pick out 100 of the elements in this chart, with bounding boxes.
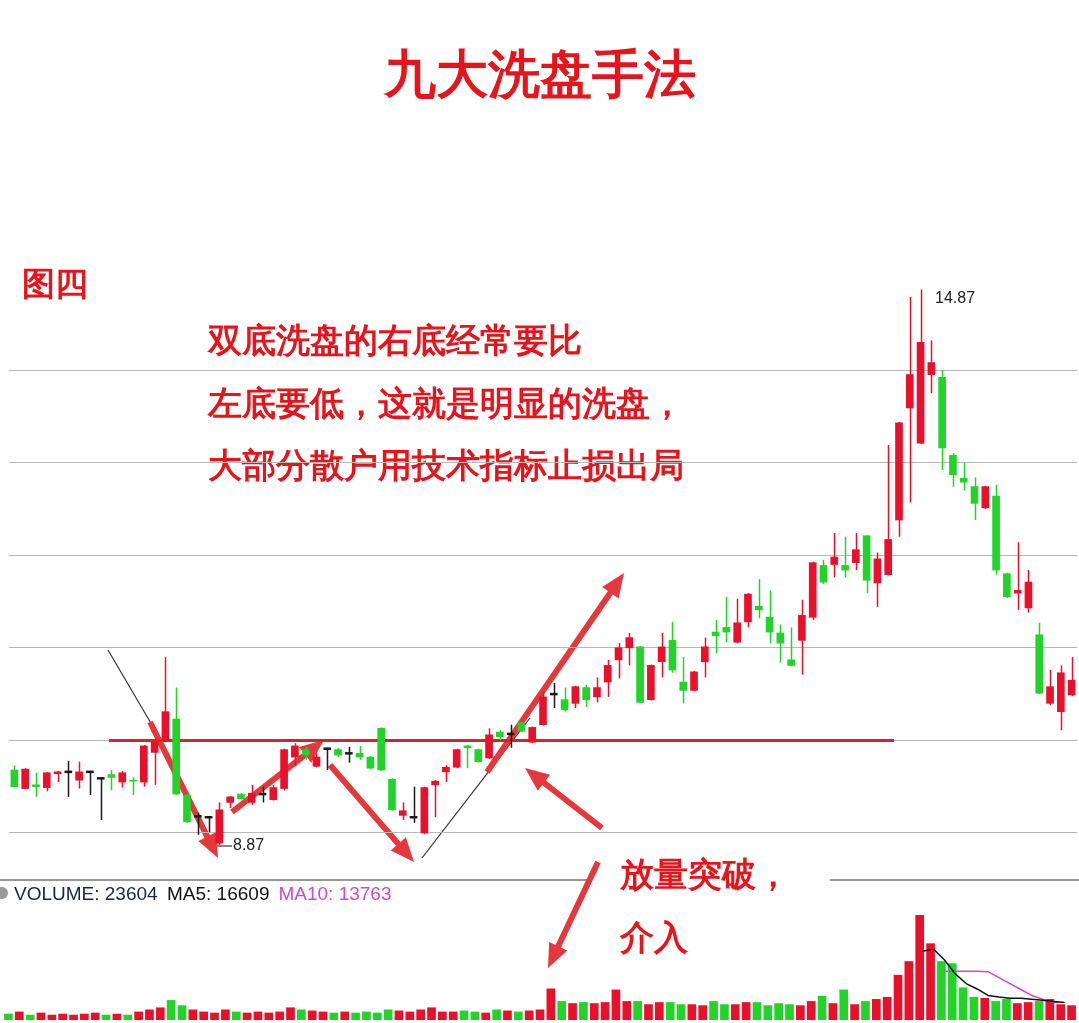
bar: [47, 1014, 57, 1020]
annotation: 14.87: [935, 289, 976, 307]
candlestick: [32, 772, 40, 798]
candlestick: [625, 632, 634, 667]
bar: [221, 1009, 230, 1020]
bar: [1002, 999, 1011, 1020]
bar: [286, 1007, 295, 1020]
bar: [709, 1001, 718, 1020]
bar: [145, 1009, 154, 1020]
bar: [1056, 1004, 1066, 1020]
bar: [665, 1002, 675, 1020]
annotation: 介入: [620, 916, 688, 959]
bar: [752, 1002, 762, 1020]
bar: [579, 1002, 588, 1020]
bar: [1067, 1005, 1076, 1020]
bar: [69, 1014, 78, 1020]
bar: [969, 996, 979, 1020]
bar: [492, 1009, 501, 1020]
candlestick: [593, 676, 601, 704]
bar: [622, 1001, 632, 1020]
text: 放量突破，: [620, 853, 790, 896]
bar: [438, 1011, 447, 1020]
bar: [871, 999, 881, 1020]
bar: [882, 996, 892, 1020]
candlestick: [582, 684, 590, 708]
bar: [926, 943, 935, 1020]
bar: [730, 1004, 740, 1020]
bar: [340, 1011, 350, 1020]
bar: [14, 1011, 24, 1020]
bar: [134, 1011, 143, 1020]
bar: [231, 1011, 241, 1020]
candlestick: [614, 642, 623, 680]
bar: [676, 1004, 686, 1020]
bar: [893, 974, 903, 1020]
candlestick: [959, 461, 968, 492]
bar: [589, 1003, 599, 1020]
bar: [828, 1003, 838, 1020]
bar: [4, 1013, 13, 1020]
bar: [611, 989, 621, 1020]
chart-title: 九大洗盘手法: [382, 43, 697, 106]
bar: [947, 963, 957, 1020]
bar: [633, 1001, 642, 1020]
text: MA10: 13763: [278, 883, 392, 904]
bar: [351, 1012, 360, 1020]
bar: [427, 1007, 436, 1020]
candlestick: [927, 339, 936, 394]
bar: [513, 1011, 523, 1020]
text: VOLUME: 23604: [14, 883, 158, 904]
candlestick: [150, 739, 159, 786]
annotation: 左底要低，这就是明显的洗盘，: [208, 382, 684, 425]
bar: [1034, 1001, 1044, 1020]
bar: [405, 1011, 415, 1020]
candlestick: [949, 452, 957, 488]
candlestick: [603, 659, 612, 698]
bar: [763, 1005, 773, 1020]
bar: [123, 1014, 133, 1020]
bar: [264, 1012, 274, 1020]
candlestick: [787, 626, 795, 668]
bar: [654, 1002, 664, 1020]
bar: [416, 1009, 426, 1020]
bar: [785, 1004, 794, 1020]
bar: [687, 1004, 697, 1020]
text: MA5: 16609: [167, 883, 270, 904]
annotation: 8.87: [233, 836, 265, 854]
bar: [796, 1005, 805, 1020]
bar: [958, 987, 968, 1020]
bar: [155, 1007, 165, 1020]
bar: [296, 1009, 306, 1020]
candlestick: [970, 476, 979, 521]
candlestick: [247, 784, 256, 806]
bar: [817, 995, 827, 1020]
bar: [362, 1011, 371, 1020]
bar: [904, 961, 914, 1020]
candlestick: [75, 760, 83, 790]
candlestick: [96, 776, 105, 821]
bar: [839, 989, 849, 1020]
bar: [720, 1004, 729, 1020]
candlestick: [485, 727, 493, 760]
bar: [980, 997, 990, 1020]
candlestick: [700, 636, 709, 679]
bar: [937, 961, 946, 1020]
candlestick: [560, 686, 569, 713]
bar: [557, 1001, 567, 1020]
bar: [774, 1003, 784, 1020]
bar: [166, 1000, 176, 1020]
bar: [210, 1012, 219, 1020]
candlestick: [733, 597, 742, 644]
candlestick: [1013, 541, 1022, 611]
candlestick: [852, 532, 860, 571]
bar: [199, 1011, 209, 1020]
candlestick: [431, 779, 439, 818]
bar: [448, 1011, 458, 1020]
candlestick: [291, 742, 299, 768]
bar: [90, 1012, 100, 1020]
bar: [275, 1011, 284, 1020]
bar: [1012, 1003, 1022, 1020]
bar: [372, 1012, 382, 1020]
candlestick: [841, 535, 849, 579]
bar: [600, 1002, 610, 1020]
bar: [806, 1001, 816, 1020]
